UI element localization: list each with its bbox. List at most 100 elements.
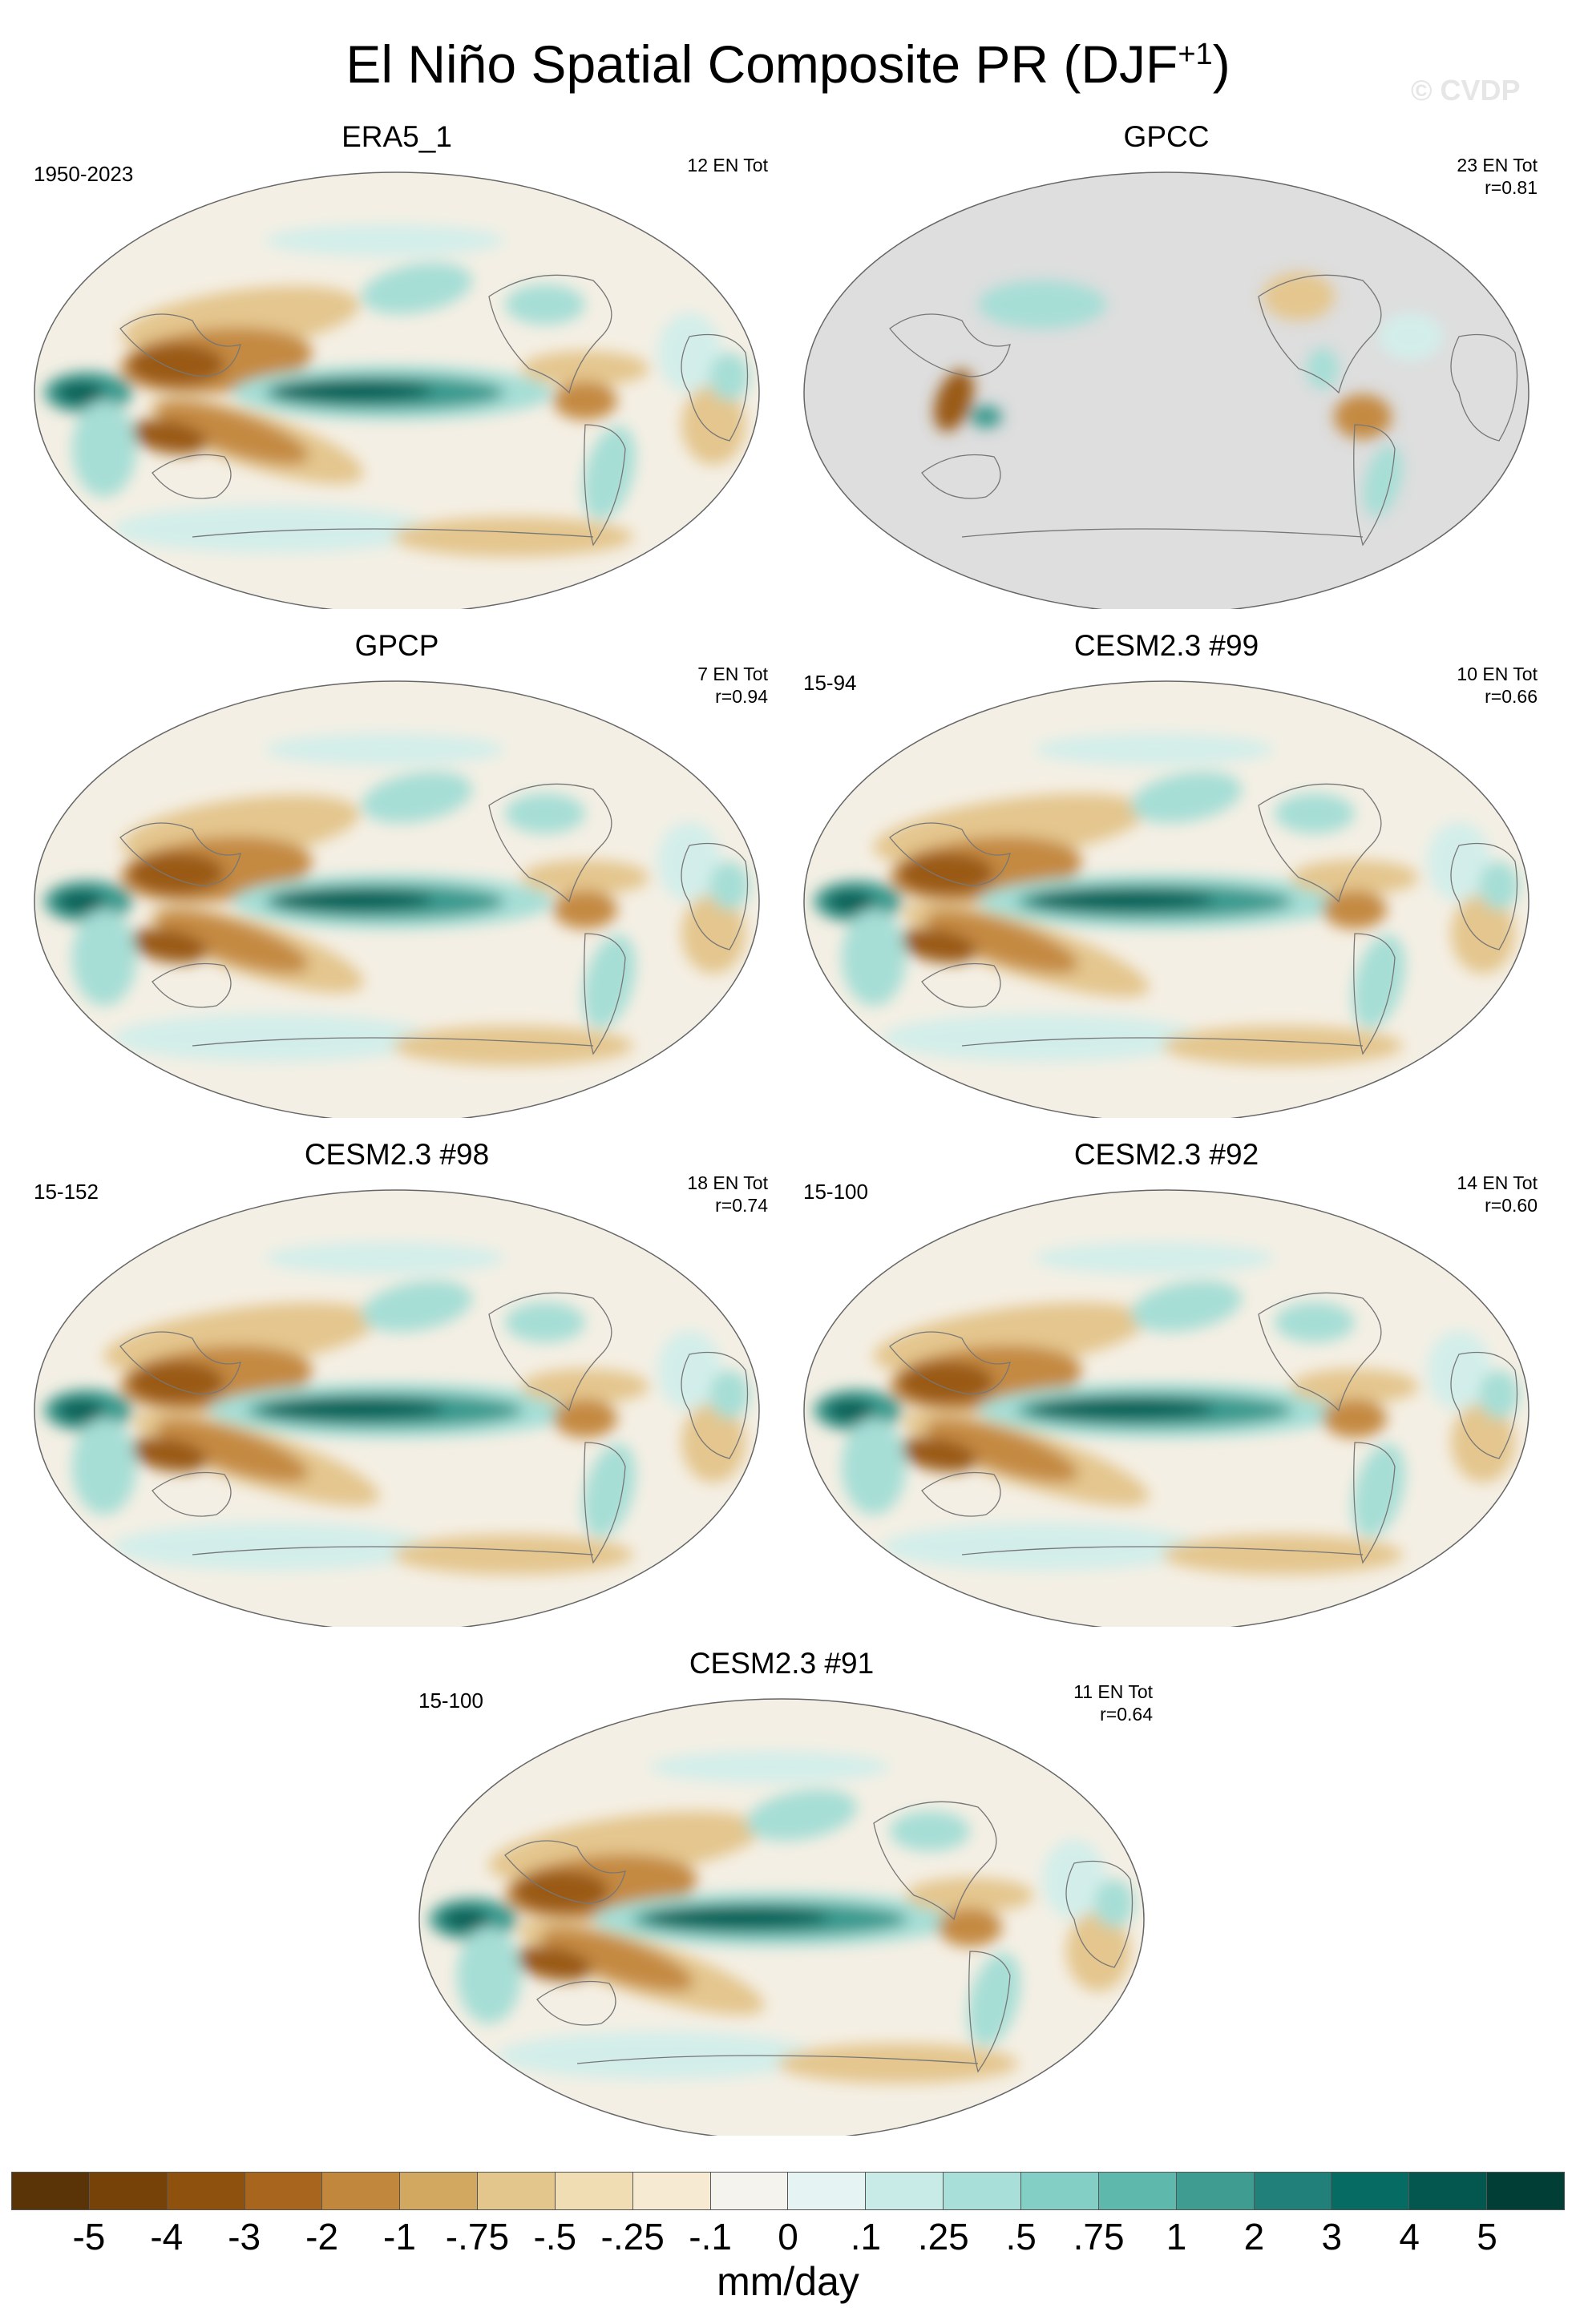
robinson-map — [803, 1189, 1530, 1627]
figure-title-superscript: +1 — [1178, 38, 1213, 71]
colorbar-tick-label: .75 — [1073, 2216, 1125, 2257]
colorbar-tick-label: 4 — [1399, 2216, 1420, 2257]
robinson-map — [34, 1189, 760, 1627]
panel-stats: 18 EN Tot r=0.74 — [687, 1172, 768, 1216]
coastlines — [119, 783, 749, 1055]
panel-stats: 23 EN Tot r=0.81 — [1457, 154, 1538, 199]
colorbar-swatch — [1020, 2173, 1099, 2209]
colorbar-swatch — [1254, 2173, 1332, 2209]
colorbar-swatch — [788, 2173, 867, 2209]
map-panel: GPCP 7 EN Tot r=0.94 — [16, 621, 778, 1126]
panel-correlation: r=0.74 — [715, 1195, 768, 1216]
coastlines — [119, 274, 749, 547]
colorbar-tick-label: -.25 — [600, 2216, 665, 2257]
panel-event-count: 14 EN Tot — [1457, 1172, 1538, 1193]
colorbar — [11, 2172, 1565, 2210]
panel-stats: 10 EN Tot r=0.66 — [1457, 663, 1538, 708]
figure-title: El Niño Spatial Composite PR (DJF+1) — [0, 22, 1576, 96]
colorbar-swatch — [1409, 2173, 1488, 2209]
colorbar-tick-label: -3 — [228, 2216, 261, 2257]
coastlines — [119, 1292, 749, 1564]
colorbar-swatch — [89, 2173, 168, 2209]
colorbar-swatch — [632, 2173, 711, 2209]
panel-correlation: r=0.60 — [1485, 1195, 1538, 1216]
colorbar-swatch — [322, 2173, 401, 2209]
coastlines — [504, 1801, 1134, 2073]
panel-stats: 14 EN Tot r=0.60 — [1457, 1172, 1538, 1216]
colorbar-swatch — [400, 2173, 479, 2209]
robinson-map — [418, 1698, 1145, 2136]
colorbar-swatch — [1098, 2173, 1177, 2209]
panel-event-count: 7 EN Tot — [697, 664, 768, 684]
precip-anomaly-field — [44, 733, 750, 1066]
colorbar-swatch — [478, 2173, 556, 2209]
panel-event-count: 10 EN Tot — [1457, 664, 1538, 684]
precip-anomaly-field — [44, 1242, 750, 1575]
colorbar-tick-label: -1 — [383, 2216, 416, 2257]
precip-anomaly-field — [44, 224, 750, 557]
colorbar-swatch — [1332, 2173, 1410, 2209]
robinson-map — [803, 680, 1530, 1118]
colorbar-tick-label: .25 — [917, 2216, 969, 2257]
colorbar-units: mm/day — [717, 2259, 859, 2304]
colorbar-tick-label: 5 — [1477, 2216, 1497, 2257]
panel-title: ERA5_1 — [341, 120, 452, 153]
panel-title: GPCC — [1123, 120, 1210, 153]
colorbar-tick-label: -5 — [72, 2216, 106, 2257]
precip-anomaly-field — [429, 1751, 1134, 2084]
map-panel: CESM2.3 #99 15-94 10 EN Tot r=0.66 — [786, 621, 1547, 1126]
colorbar-swatch — [710, 2173, 789, 2209]
colorbar-swatch — [1176, 2173, 1255, 2209]
colorbar-tick-label: .5 — [1005, 2216, 1037, 2257]
colorbar-swatch — [244, 2173, 323, 2209]
colorbar-swatch — [555, 2173, 633, 2209]
map-panel: CESM2.3 #98 15-152 18 EN Tot r=0.74 — [16, 1130, 778, 1635]
precip-anomaly-field — [814, 1242, 1519, 1575]
precip-anomaly-field — [814, 733, 1519, 1066]
cvdp-watermark: © CVDP — [1411, 74, 1521, 107]
colorbar-tick-label: -.5 — [533, 2216, 577, 2257]
colorbar-swatch — [1487, 2173, 1564, 2209]
colorbar-tick-label: -.1 — [689, 2216, 732, 2257]
robinson-map — [34, 680, 760, 1118]
colorbar-tick-label: -.75 — [445, 2216, 510, 2257]
colorbar-swatch — [866, 2173, 944, 2209]
precip-anomaly-field — [934, 272, 1443, 517]
figure-title-close: ) — [1212, 34, 1230, 94]
map-panel: CESM2.3 #92 15-100 14 EN Tot r=0.60 — [786, 1130, 1547, 1635]
map-panel: ERA5_1 1950-2023 12 EN Tot — [16, 112, 778, 617]
panel-title: CESM2.3 #99 — [1073, 629, 1259, 662]
colorbar-swatch — [12, 2173, 90, 2209]
panel-correlation: r=0.66 — [1485, 686, 1538, 707]
coastlines — [889, 274, 1518, 547]
panel-title: CESM2.3 #98 — [304, 1138, 490, 1171]
robinson-map — [34, 171, 760, 609]
colorbar-tick-label: 0 — [778, 2216, 798, 2257]
panel-period: 15-100 — [803, 1180, 868, 1204]
panel-stats: 7 EN Tot r=0.94 — [697, 663, 768, 708]
panel-correlation: r=0.94 — [715, 686, 768, 707]
panel-period: 15-100 — [418, 1689, 483, 1713]
colorbar-tick-label: -4 — [150, 2216, 184, 2257]
panel-title: CESM2.3 #91 — [689, 1647, 875, 1680]
colorbar-swatch — [944, 2173, 1021, 2209]
panel-stats: 11 EN Tot r=0.64 — [1073, 1680, 1153, 1725]
coastlines — [889, 1292, 1518, 1564]
colorbar-tick-label: .1 — [850, 2216, 882, 2257]
panel-event-count: 11 EN Tot — [1073, 1681, 1153, 1702]
panel-stats: 12 EN Tot — [687, 154, 768, 176]
colorbar-tick-label: 2 — [1243, 2216, 1265, 2257]
colorbar-tick-label: -2 — [305, 2216, 339, 2257]
panel-correlation: r=0.64 — [1100, 1704, 1153, 1725]
panel-correlation: r=0.81 — [1485, 177, 1538, 198]
panel-event-count: 18 EN Tot — [687, 1172, 768, 1193]
panel-event-count: 23 EN Tot — [1457, 155, 1538, 176]
coastlines — [889, 783, 1518, 1055]
colorbar-tick-label: 1 — [1166, 2216, 1187, 2257]
figure-title-text: El Niño Spatial Composite PR (DJF — [346, 34, 1178, 94]
panel-event-count: 12 EN Tot — [687, 155, 768, 176]
robinson-map — [803, 171, 1530, 609]
panel-title: CESM2.3 #92 — [1073, 1138, 1259, 1171]
panel-period: 15-94 — [803, 671, 857, 695]
map-panel: CESM2.3 #91 15-100 11 EN Tot r=0.64 — [401, 1639, 1162, 2144]
